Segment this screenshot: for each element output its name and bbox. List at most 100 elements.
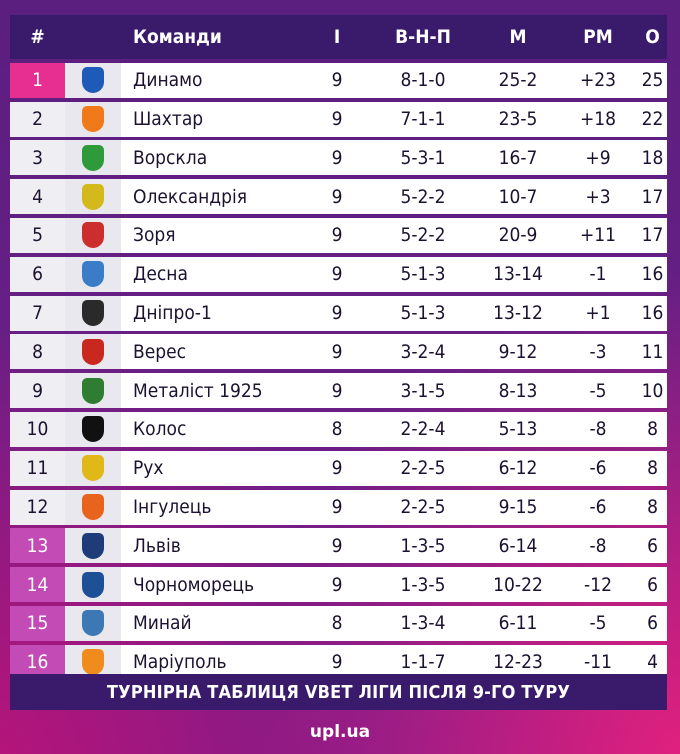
wins-draws-losses: 2-2-5	[400, 457, 446, 480]
position-cell: 5	[10, 217, 65, 253]
wins-draws-losses: 1-3-5	[400, 573, 446, 596]
goal-difference: +11	[579, 224, 617, 247]
points: 8	[647, 457, 658, 480]
wins-draws-losses: 3-2-4	[400, 340, 446, 363]
table-body: 1 Динамо 9 8-1-0 25-2 +23 25 2 Шахтар 9 7-1-1 23-5 +…	[10, 62, 667, 680]
position-cell: 6	[10, 256, 65, 292]
team-name: Маріуполь	[133, 651, 227, 674]
position-cell: 10	[10, 411, 65, 447]
goal-difference: +9	[585, 146, 611, 169]
club-logo-cell	[65, 489, 121, 525]
team-name: Ворскла	[133, 146, 208, 169]
points: 18	[641, 146, 664, 169]
team-name: Чорноморець	[133, 573, 255, 596]
points: 10	[641, 379, 664, 402]
table-row: 4 Олександрія 9 5-2-2 10-7 +3 17	[10, 179, 667, 215]
goal-difference: +3	[585, 185, 611, 208]
points: 8	[647, 496, 658, 519]
club-logo-cell	[65, 450, 121, 486]
inhulets-logo	[82, 494, 104, 521]
games-played: 9	[331, 108, 343, 131]
goal-difference: +23	[579, 69, 617, 92]
club-logo-cell	[65, 567, 121, 603]
goals: 8-13	[498, 379, 538, 402]
team-name: Зоря	[133, 224, 176, 247]
table-row: 15 Минай 8 1-3-4 6-11 -5 6	[10, 605, 667, 641]
wins-draws-losses: 1-3-5	[400, 534, 446, 557]
position-cell: 16	[10, 644, 65, 680]
desna-logo	[82, 261, 104, 288]
header-games: І	[333, 26, 341, 48]
wins-draws-losses: 5-2-2	[400, 224, 446, 247]
position-cell: 7	[10, 295, 65, 331]
club-logo-cell	[65, 605, 121, 641]
header-logo-spacer	[65, 15, 121, 59]
wins-draws-losses: 1-1-7	[400, 651, 446, 674]
club-logo-cell	[65, 101, 121, 137]
header-goal-diff: РМ	[583, 26, 613, 48]
position-cell: 15	[10, 605, 65, 641]
table-row: 7 Дніпро-1 9 5-1-3 13-12 +1 16	[10, 295, 667, 331]
header-team: Команди	[133, 26, 222, 48]
zorya-logo	[82, 222, 104, 249]
veres-logo	[82, 338, 104, 365]
position-cell: 2	[10, 101, 65, 137]
wins-draws-losses: 3-1-5	[400, 379, 446, 402]
games-played: 9	[331, 263, 343, 286]
club-logo-cell	[65, 62, 121, 98]
team-name: Дніпро-1	[133, 302, 212, 325]
games-played: 9	[331, 573, 343, 596]
lviv-logo	[82, 532, 104, 559]
header-wdl: В-Н-П	[395, 26, 451, 48]
team-name: Металіст 1925	[133, 379, 263, 402]
mariupol-logo	[82, 649, 104, 676]
wins-draws-losses: 2-2-4	[400, 418, 446, 441]
wins-draws-losses: 1-3-4	[400, 612, 446, 635]
games-played: 9	[331, 146, 343, 169]
position-cell: 3	[10, 140, 65, 176]
games-played: 9	[331, 340, 343, 363]
table-row: 3 Ворскла 9 5-3-1 16-7 +9 18	[10, 140, 667, 176]
goal-difference: -11	[584, 651, 612, 674]
goal-difference: -6	[589, 457, 607, 480]
site-brand: upl.ua	[309, 722, 371, 742]
dnipro-1-logo	[82, 300, 104, 327]
goals: 10-7	[498, 185, 538, 208]
club-logo-cell	[65, 334, 121, 370]
club-logo-cell	[65, 528, 121, 564]
goals: 16-7	[498, 146, 538, 169]
goals: 13-14	[493, 263, 543, 286]
club-logo-cell	[65, 256, 121, 292]
games-played: 9	[331, 534, 343, 557]
wins-draws-losses: 8-1-0	[400, 69, 446, 92]
club-logo-cell	[65, 644, 121, 680]
points: 6	[647, 612, 658, 635]
team-name: Олександрія	[133, 185, 247, 208]
oleksandriya-logo	[82, 183, 104, 210]
header-goals: М	[509, 26, 527, 48]
goal-difference: -5	[589, 612, 607, 635]
wins-draws-losses: 5-1-3	[400, 302, 446, 325]
shakhtar-logo	[82, 106, 104, 133]
table-row: 9 Металіст 1925 9 3-1-5 8-13 -5 10	[10, 373, 667, 409]
table-row: 16 Маріуполь 9 1-1-7 12-23 -11 4	[10, 644, 667, 680]
position-cell: 13	[10, 528, 65, 564]
mynai-logo	[82, 610, 104, 637]
table-row: 8 Верес 9 3-2-4 9-12 -3 11	[10, 334, 667, 370]
goals: 6-11	[498, 612, 538, 635]
team-name: Львів	[133, 534, 181, 557]
goals: 20-9	[498, 224, 538, 247]
points: 6	[647, 573, 658, 596]
table-row: 2 Шахтар 9 7-1-1 23-5 +18 22	[10, 101, 667, 137]
goal-difference: +18	[579, 108, 617, 131]
position-cell: 4	[10, 179, 65, 215]
points: 22	[641, 108, 664, 131]
table-row: 14 Чорноморець 9 1-3-5 10-22 -12 6	[10, 567, 667, 603]
games-played: 8	[331, 418, 343, 441]
goals: 9-12	[498, 340, 538, 363]
team-name: Інгулець	[133, 496, 212, 519]
club-logo-cell	[65, 295, 121, 331]
points: 16	[641, 263, 664, 286]
games-played: 9	[331, 69, 343, 92]
games-played: 8	[331, 612, 343, 635]
